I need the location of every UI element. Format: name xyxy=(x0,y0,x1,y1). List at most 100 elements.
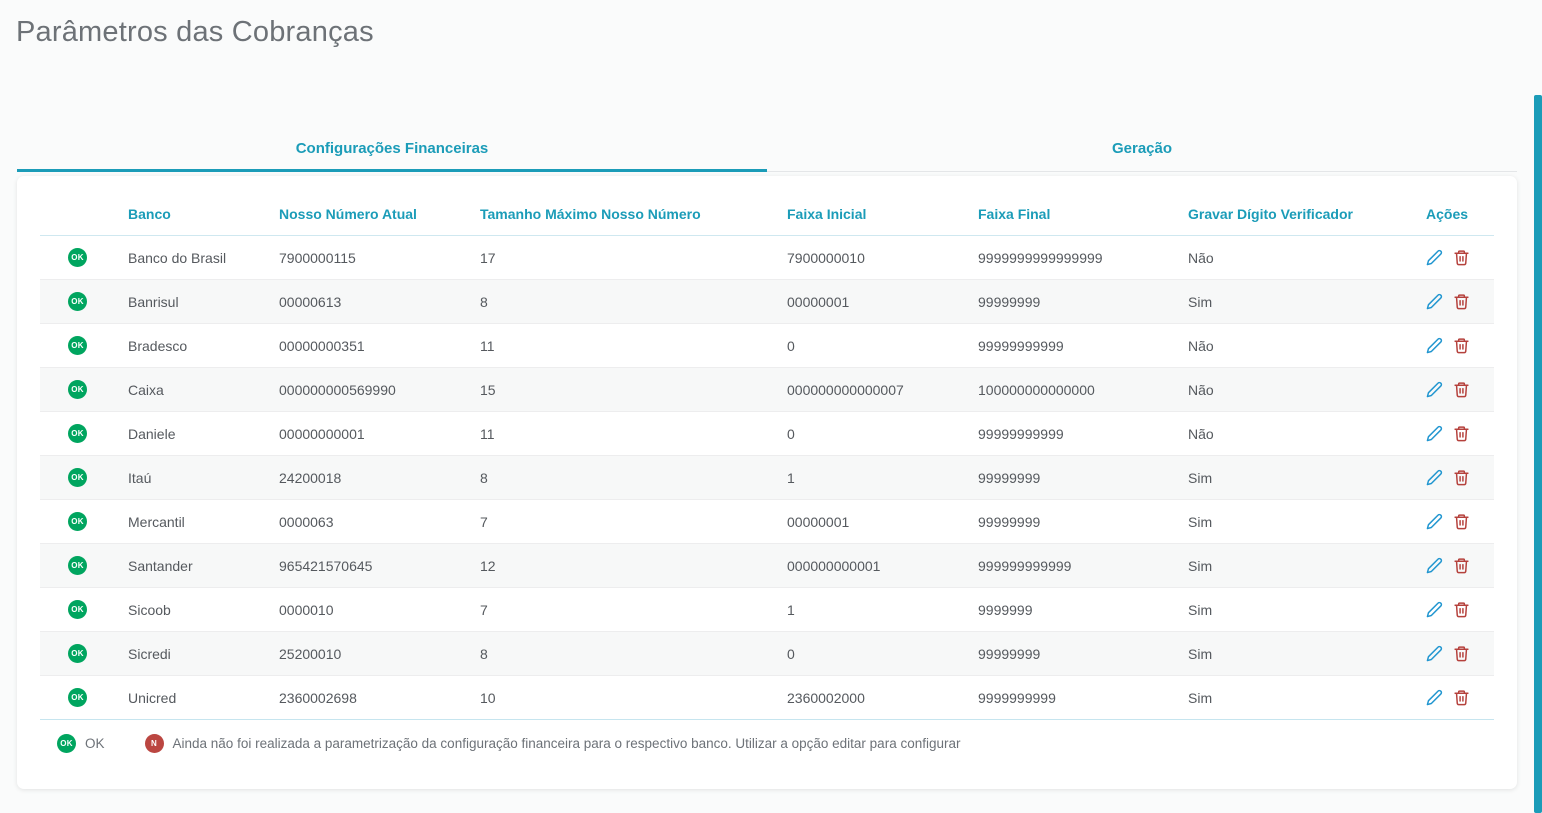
legend-n-badge: N xyxy=(144,734,164,753)
status-ok-badge: OK xyxy=(68,556,87,575)
cell-faixa-final: 99999999 xyxy=(978,631,1188,676)
edit-button[interactable] xyxy=(1426,381,1443,398)
edit-button[interactable] xyxy=(1426,425,1443,442)
pencil-icon xyxy=(1426,425,1443,442)
cell-faixa-final: 99999999999 xyxy=(978,323,1188,368)
pencil-icon xyxy=(1426,469,1443,486)
edit-button[interactable] xyxy=(1426,249,1443,266)
table-header-row: Banco Nosso Número Atual Tamanho Máximo … xyxy=(40,192,1494,236)
delete-button[interactable] xyxy=(1453,557,1470,574)
content-card: Banco Nosso Número Atual Tamanho Máximo … xyxy=(17,176,1517,789)
cell-faixa-final: 9999999999 xyxy=(978,675,1188,720)
tab-bar: Configurações Financeiras Geração xyxy=(17,140,1517,172)
cell-faixa-inicial: 7900000010 xyxy=(787,235,978,280)
delete-button[interactable] xyxy=(1453,337,1470,354)
cell-banco: Itaú xyxy=(128,455,279,500)
status-ok-badge: OK xyxy=(68,380,87,399)
cell-gravar-digito: Sim xyxy=(1188,455,1426,500)
edit-button[interactable] xyxy=(1426,557,1443,574)
cell-faixa-inicial: 000000000001 xyxy=(787,543,978,588)
delete-button[interactable] xyxy=(1453,601,1470,618)
cell-faixa-inicial: 1 xyxy=(787,587,978,632)
pencil-icon xyxy=(1426,293,1443,310)
cell-tamanho-maximo: 11 xyxy=(480,411,787,456)
delete-button[interactable] xyxy=(1453,425,1470,442)
cell-faixa-inicial: 000000000000007 xyxy=(787,367,978,412)
delete-button[interactable] xyxy=(1453,249,1470,266)
tab-configuracoes-financeiras[interactable]: Configurações Financeiras xyxy=(17,140,767,172)
cell-banco: Caixa xyxy=(128,367,279,412)
pencil-icon xyxy=(1426,601,1443,618)
cell-gravar-digito: Sim xyxy=(1188,587,1426,632)
cell-tamanho-maximo: 15 xyxy=(480,367,787,412)
cell-faixa-final: 999999999999 xyxy=(978,543,1188,588)
cell-faixa-final: 99999999 xyxy=(978,279,1188,324)
cell-nosso-numero-atual: 00000000351 xyxy=(279,323,480,368)
parametros-table: Banco Nosso Número Atual Tamanho Máximo … xyxy=(40,192,1494,720)
cell-faixa-inicial: 2360002000 xyxy=(787,675,978,720)
page-title: Parâmetros das Cobranças xyxy=(16,16,374,48)
cell-tamanho-maximo: 12 xyxy=(480,543,787,588)
legend-n-text: Ainda não foi realizada a parametrização… xyxy=(172,736,961,751)
trash-icon xyxy=(1454,690,1469,706)
status-cell: OK xyxy=(40,411,128,456)
delete-button[interactable] xyxy=(1453,513,1470,530)
table-row: OK Santander 965421570645 12 000000000001 999… xyxy=(40,543,1494,588)
table-row: OK Bradesco 00000000351 11 0 99999999999 Não xyxy=(40,323,1494,368)
status-cell: OK xyxy=(40,499,128,544)
status-cell: OK xyxy=(40,587,128,632)
status-cell: OK xyxy=(40,235,128,280)
table-row: OK Caixa 000000000569990 15 000000000000007 1… xyxy=(40,367,1494,412)
edit-button[interactable] xyxy=(1426,689,1443,706)
edit-button[interactable] xyxy=(1426,293,1443,310)
trash-icon xyxy=(1454,382,1469,398)
edit-button[interactable] xyxy=(1426,645,1443,662)
actions-cell xyxy=(1426,499,1494,544)
table-row: OK Sicredi 25200010 8 0 99999999 Sim xyxy=(40,631,1494,676)
cell-gravar-digito: Não xyxy=(1188,367,1426,412)
legend-ok-badge: OK xyxy=(57,734,76,753)
status-cell: OK xyxy=(40,543,128,588)
table-body: OK Banco do Brasil 7900000115 17 7900000010 9… xyxy=(40,235,1494,720)
pencil-icon xyxy=(1426,381,1443,398)
delete-button[interactable] xyxy=(1453,469,1470,486)
tab-geracao[interactable]: Geração xyxy=(767,140,1517,172)
actions-cell xyxy=(1426,543,1494,588)
table-row: OK Sicoob 0000010 7 1 9999999 Sim xyxy=(40,587,1494,632)
cell-tamanho-maximo: 10 xyxy=(480,675,787,720)
table-row: OK Mercantil 0000063 7 00000001 99999999 Sim xyxy=(40,499,1494,544)
status-ok-badge: OK xyxy=(68,468,87,487)
status-cell: OK xyxy=(40,631,128,676)
edit-button[interactable] xyxy=(1426,513,1443,530)
delete-button[interactable] xyxy=(1453,689,1470,706)
cell-gravar-digito: Não xyxy=(1188,235,1426,280)
status-cell: OK xyxy=(40,279,128,324)
delete-button[interactable] xyxy=(1453,645,1470,662)
trash-icon xyxy=(1454,294,1469,310)
trash-icon xyxy=(1454,250,1469,266)
trash-icon xyxy=(1454,470,1469,486)
cell-banco: Banrisul xyxy=(128,279,279,324)
cell-nosso-numero-atual: 0000063 xyxy=(279,499,480,544)
actions-cell xyxy=(1426,631,1494,676)
cell-gravar-digito: Não xyxy=(1188,323,1426,368)
cell-banco: Banco do Brasil xyxy=(128,235,279,280)
column-header-gravar-digito: Gravar Dígito Verificador xyxy=(1188,192,1426,236)
cell-nosso-numero-atual: 0000010 xyxy=(279,587,480,632)
table-row: OK Banrisul 00000613 8 00000001 99999999 Sim xyxy=(40,279,1494,324)
pencil-icon xyxy=(1426,249,1443,266)
vertical-scrollbar[interactable] xyxy=(1534,95,1542,813)
delete-button[interactable] xyxy=(1453,381,1470,398)
cell-faixa-final: 9999999 xyxy=(978,587,1188,632)
cell-tamanho-maximo: 7 xyxy=(480,499,787,544)
cell-faixa-final: 99999999999 xyxy=(978,411,1188,456)
pencil-icon xyxy=(1426,689,1443,706)
edit-button[interactable] xyxy=(1426,337,1443,354)
delete-button[interactable] xyxy=(1453,293,1470,310)
actions-cell xyxy=(1426,235,1494,280)
edit-button[interactable] xyxy=(1426,601,1443,618)
trash-icon xyxy=(1454,646,1469,662)
edit-button[interactable] xyxy=(1426,469,1443,486)
legend: OK OK N Ainda não foi realizada a parame… xyxy=(40,734,1494,753)
actions-cell xyxy=(1426,279,1494,324)
